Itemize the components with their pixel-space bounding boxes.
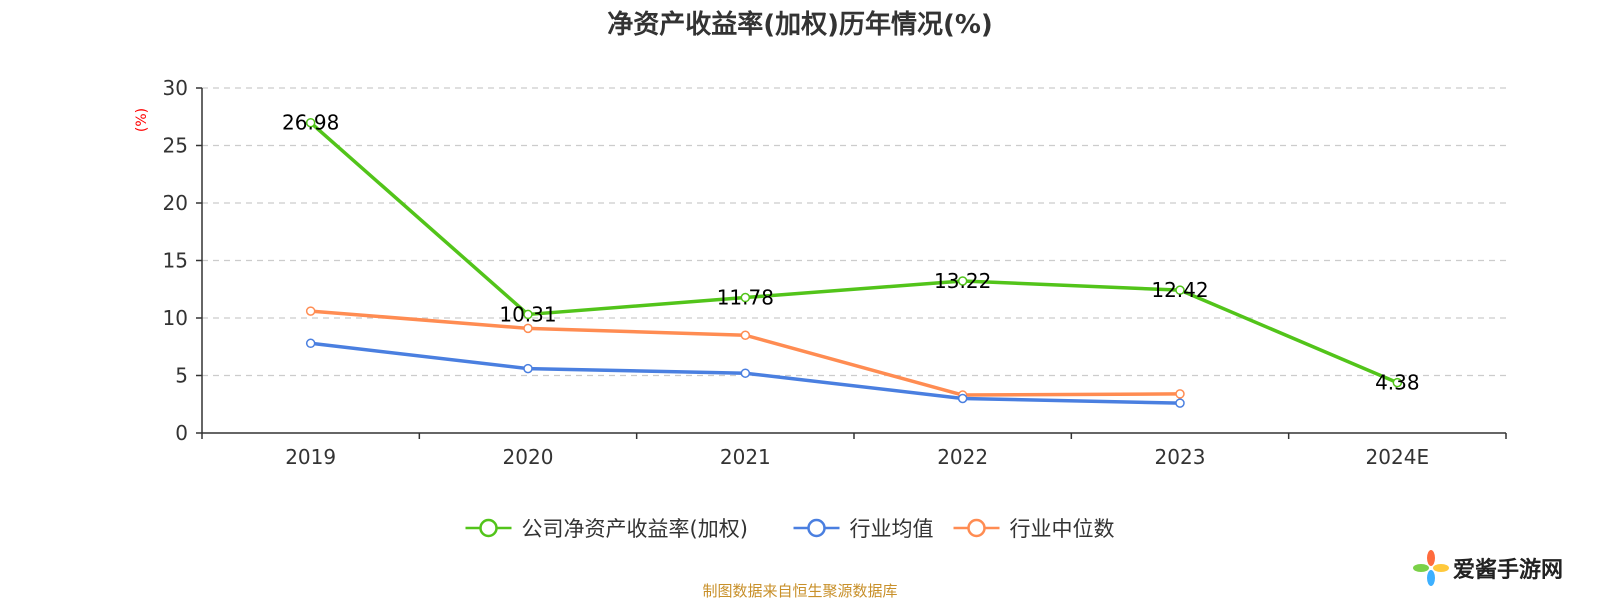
data-point <box>305 306 316 316</box>
x-tick-label: 2019 <box>285 445 336 469</box>
chart-title: 净资产收益率(加权)历年情况(%) <box>607 9 993 40</box>
data-point <box>523 323 533 334</box>
y-tick-label: 30 <box>163 76 188 100</box>
legend-item: 公司净资产收益率(加权) <box>465 517 748 541</box>
series-lines <box>305 117 1403 408</box>
legend-swatch-marker <box>479 518 498 538</box>
legend-label: 行业中位数 <box>1010 517 1115 541</box>
source-note: 制图数据来自恒生聚源数据库 <box>702 582 898 600</box>
series-line <box>309 121 1399 385</box>
data-point <box>523 309 533 320</box>
legend-label: 行业均值 <box>850 517 934 541</box>
grid-lines <box>202 87 1506 377</box>
data-label: 11.78 <box>717 286 774 310</box>
axes <box>196 87 1507 439</box>
data-point <box>740 330 751 340</box>
x-tick-label: 2024E <box>1366 445 1430 469</box>
y-tick-label: 15 <box>163 249 188 273</box>
y-tick-label: 0 <box>175 421 188 445</box>
legend-swatch-marker <box>807 518 826 538</box>
data-point <box>740 292 751 303</box>
data-label: 26.98 <box>282 111 339 135</box>
data-point <box>1175 285 1185 295</box>
site-logo: 爱酱手游网 <box>1413 550 1563 586</box>
legend-item: 行业均值 <box>793 517 934 541</box>
logo-text: 爱酱手游网 <box>1453 558 1564 583</box>
data-point <box>1392 377 1403 388</box>
pinwheel-icon <box>1413 550 1449 586</box>
series-line <box>310 309 1181 397</box>
y-axis-label: (%) <box>134 108 150 132</box>
tick-labels: 0 5 10 15 20 25 30 2019 2020 2021 2022 2023 2024E <box>163 76 1430 469</box>
legend-item: 行业中位数 <box>953 517 1115 541</box>
data-point <box>957 276 968 286</box>
data-labels: 26.98 10.31 11.78 13.22 12.42 4.38 <box>282 111 1420 395</box>
x-tick-label: 2023 <box>1155 445 1206 469</box>
data-point <box>1175 398 1185 408</box>
legend-swatch-marker <box>967 518 986 538</box>
legend-label: 公司净资产收益率(加权) <box>522 517 748 541</box>
data-label: 13.22 <box>934 269 991 293</box>
data-point <box>1175 389 1185 399</box>
x-tick-label: 2022 <box>937 445 988 469</box>
data-point <box>305 338 316 349</box>
y-tick-label: 20 <box>163 191 188 215</box>
data-point <box>523 363 533 374</box>
data-point <box>305 117 316 128</box>
legend: 公司净资产收益率(加权) 行业均值 行业中位数 <box>465 517 1115 541</box>
data-point <box>957 393 968 404</box>
data-label: 10.31 <box>499 302 556 326</box>
y-tick-label: 10 <box>163 306 188 330</box>
data-label: 4.38 <box>1375 371 1420 395</box>
x-tick-label: 2020 <box>503 445 554 469</box>
x-tick-label: 2021 <box>720 445 771 469</box>
y-tick-label: 5 <box>175 364 188 388</box>
data-label: 12.42 <box>1151 278 1208 302</box>
y-tick-label: 25 <box>163 134 188 158</box>
data-point <box>740 368 751 378</box>
